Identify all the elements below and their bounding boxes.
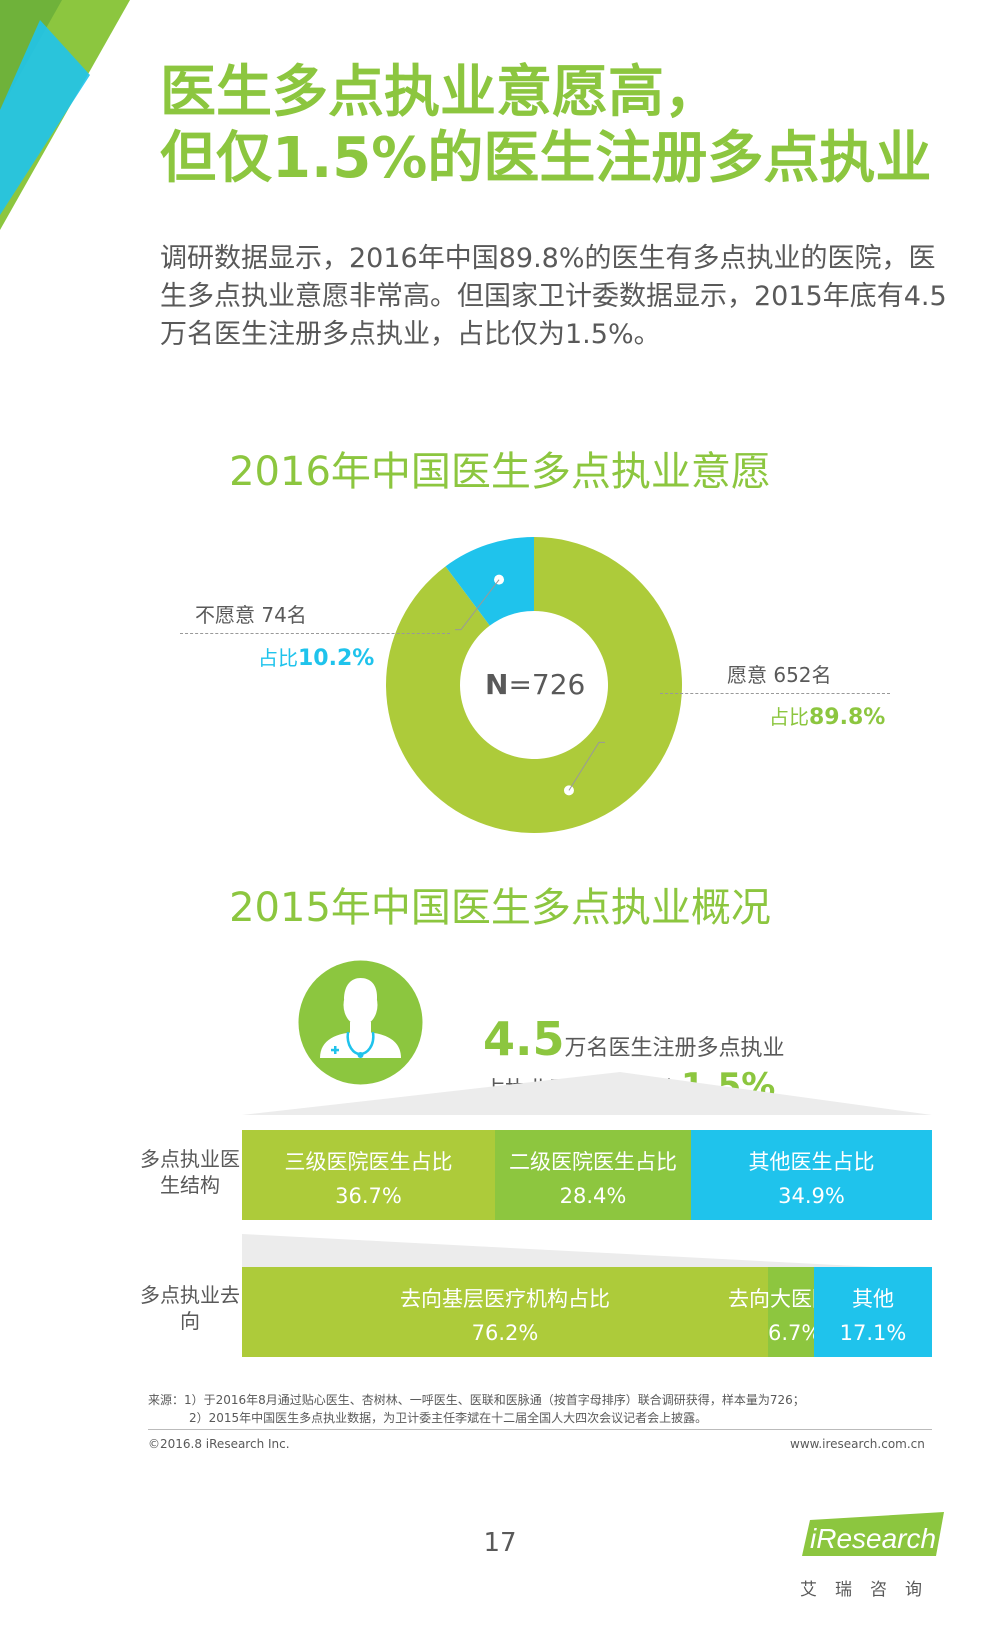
willing-pct: 占比89.8% <box>769 701 885 730</box>
donut-center-label: N=726 <box>485 668 585 701</box>
site-url: www.iresearch.com.cn <box>790 1437 925 1451</box>
registered-text: 万名医生注册多点执业 <box>564 1036 785 1061</box>
bar-segment-0-2: 其他医生占比 34.9% <box>691 1130 932 1220</box>
donut-chart-title: 2016年中国医生多点执业意愿 <box>229 449 771 495</box>
donut-slice-1 <box>445 537 534 626</box>
doctor-avatar-icon <box>298 960 423 1085</box>
bar-segment-1-2: 其他 17.1% <box>814 1267 932 1357</box>
structure-row-label: 多点执业医生结构 <box>140 1147 240 1197</box>
iresearch-logo: iResearch <box>802 1512 944 1556</box>
source-note-line2: 2）2015年中国医生多点执业数据，为卫计委主任李斌在十二届全国人大四次会议记者… <box>189 1411 708 1425</box>
bar-segment-label: 其他医生占比 <box>748 1150 875 1174</box>
donut-center-value: =726 <box>508 668 586 701</box>
bar-segment-value: 36.7% <box>335 1184 402 1208</box>
refuse-leader-line <box>180 633 450 634</box>
refuse-pct-prefix: 占比 <box>258 646 298 670</box>
refuse-label: 不愿意 74名 <box>195 603 307 627</box>
bar-segment-label: 去向基层医疗机构占比 <box>400 1287 610 1311</box>
corner-decoration <box>0 0 130 230</box>
bar-segment-value: 6.7% <box>768 1321 822 1345</box>
intro-paragraph: 调研数据显示，2016年中国89.8%的医生有多点执业的医院，医生多点执业意愿非… <box>160 243 947 350</box>
willing-label: 愿意 652名 <box>727 663 832 687</box>
refuse-pct-value: 10.2% <box>298 646 375 671</box>
refuse-pct: 占比10.2% <box>258 642 374 671</box>
source-note-line1: 来源：1）于2016年8月通过贴心医生、杏树林、一呼医生、医联和医脉通（按首字母… <box>148 1393 805 1407</box>
willing-leader-line <box>660 693 890 694</box>
page-number: 17 <box>483 1528 517 1558</box>
donut-leader-0 <box>568 741 605 791</box>
registered-count: 4.5 <box>483 1012 565 1066</box>
destination-bar: 去向基层医疗机构占比 76.2% 去向大医院占比 6.7% 其他 17.1% <box>242 1267 932 1357</box>
copyright: ©2016.8 iResearch Inc. <box>148 1437 290 1451</box>
destination-row-label: 多点执业去向 <box>140 1283 240 1333</box>
bar-section-title: 2015年中国医生多点执业概况 <box>229 885 771 931</box>
bar-segment-0-0: 三级医院医生占比 36.7% <box>242 1130 495 1220</box>
willing-pct-prefix: 占比 <box>769 705 809 729</box>
donut-leader-1 <box>455 579 500 631</box>
bar-segment-value: 34.9% <box>778 1184 845 1208</box>
bar-segment-1-1: 去向大医院占比 6.7% <box>728 1267 875 1357</box>
structure-bar: 三级医院医生占比 36.7% 二级医院医生占比 28.4% 其他医生占比 34.9% <box>242 1130 932 1220</box>
destination-funnel-shade <box>242 1234 932 1270</box>
registered-doctors-stat: 4.5万名医生注册多点执业 <box>483 1012 785 1066</box>
bar-segment-value: 17.1% <box>839 1321 907 1345</box>
bar-segment-label: 二级医院医生占比 <box>509 1150 677 1174</box>
iresearch-logo-cn: 艾瑞咨询 <box>800 1580 940 1600</box>
bar-segment-label: 其他 <box>852 1287 894 1311</box>
page-title-line2: 但仅1.5%的医生注册多点执业 <box>160 126 932 191</box>
donut-center-letter: N <box>485 668 509 701</box>
bar-segment-0-1: 二级医院医生占比 28.4% <box>495 1130 691 1220</box>
willing-pct-value: 89.8% <box>809 705 886 730</box>
svg-text:iResearch: iResearch <box>810 1523 936 1554</box>
donut-slice-0 <box>386 537 683 833</box>
bar-segment-1-0: 去向基层医疗机构占比 76.2% <box>242 1267 768 1357</box>
bar-segment-label: 去向大医院占比 <box>728 1287 875 1311</box>
page-title-line1: 医生多点执业意愿高， <box>160 60 720 125</box>
structure-funnel-shade <box>242 1072 932 1115</box>
bar-segment-value: 76.2% <box>471 1321 539 1345</box>
bar-segment-value: 28.4% <box>559 1184 627 1208</box>
footer-divider <box>148 1429 932 1430</box>
bar-segment-label: 三级医院医生占比 <box>284 1150 453 1174</box>
donut-chart <box>386 537 683 833</box>
